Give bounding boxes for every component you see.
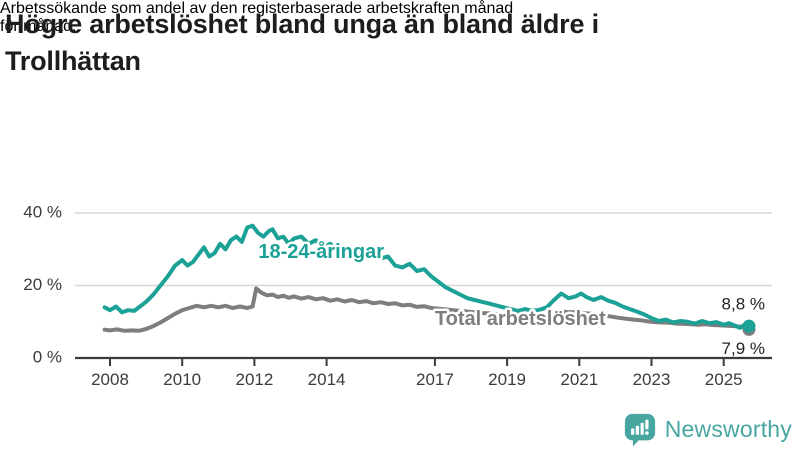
y-tick-label-40: 40 % xyxy=(23,202,62,221)
y-tick-label-0: 0 % xyxy=(33,347,62,366)
y-tick-label-20: 20 % xyxy=(23,275,62,294)
x-tick-label-2012: 2012 xyxy=(235,370,273,389)
x-tick-label-2025: 2025 xyxy=(705,370,743,389)
unemployment-line-chart: 0 % 20 % 40 % 2008 2010 2012 2014 2017 2019 2021 2… xyxy=(23,202,772,389)
newsworthy-logo[interactable]: Newsworthy xyxy=(623,410,792,448)
series-inline-label-1: 18-24-åringar xyxy=(258,240,384,263)
chart-subtitle-line-2: för månad. xyxy=(0,18,77,35)
series-line-0[interactable] xyxy=(102,286,751,333)
x-tick-label-2017: 2017 xyxy=(416,370,454,389)
x-tick-label-2023: 2023 xyxy=(633,370,671,389)
x-tick-label-2019: 2019 xyxy=(488,370,526,389)
series-line-1[interactable] xyxy=(102,223,751,330)
brand-wordmark: Newsworthy xyxy=(664,415,792,442)
x-tick-label-2014: 2014 xyxy=(308,370,346,389)
x-tick-label-2010: 2010 xyxy=(163,370,201,389)
chart-title-line-1: Högre arbetslöshet bland unga än bland ä… xyxy=(5,9,599,39)
chart-subtitle-line-1: Arbetssökande som andel av den registerb… xyxy=(0,0,514,17)
series-end-value-label-1: 8,8 % xyxy=(722,295,765,314)
x-tick-label-2021: 2021 xyxy=(560,370,598,389)
series-endpoint-1[interactable] xyxy=(742,319,756,333)
bar-chart-speech-bubble-icon xyxy=(624,413,655,446)
x-tick-label-2008: 2008 xyxy=(91,370,129,389)
chart-title: Högre arbetslöshet bland unga än bland ä… xyxy=(5,6,793,80)
chart-title-line-2: Trollhättan xyxy=(5,46,141,76)
series-inline-label-0: Total arbetslöshet xyxy=(435,308,606,330)
series-end-value-label-0: 7,9 % xyxy=(722,339,765,358)
